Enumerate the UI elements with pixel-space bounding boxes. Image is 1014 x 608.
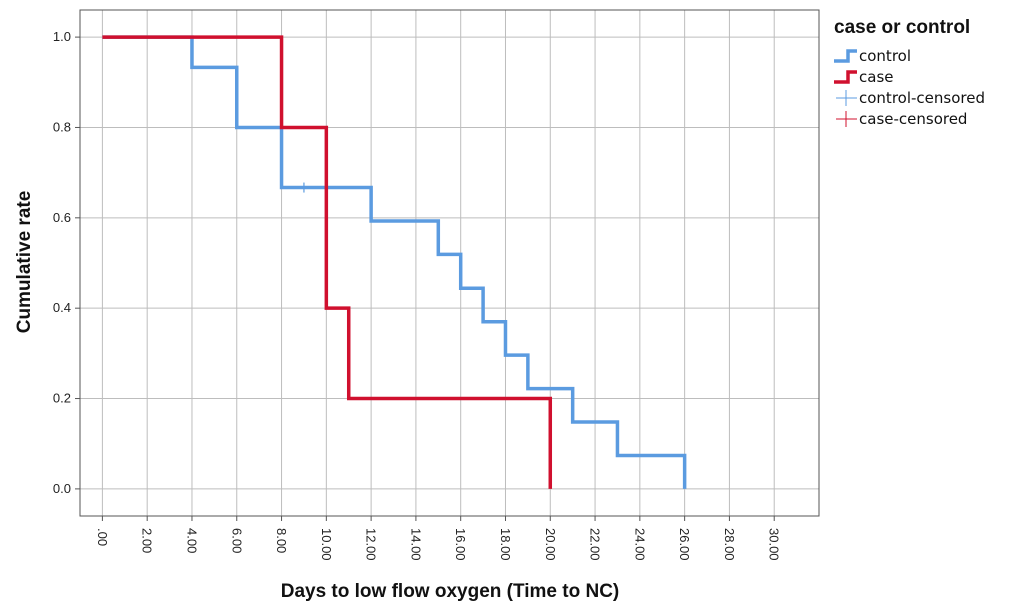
- legend-item-case-censored: case-censored: [836, 110, 967, 128]
- legend-label-case-censored: case-censored: [859, 110, 967, 128]
- series-lines: [102, 35, 687, 489]
- x-tick-label: 22.00: [588, 528, 603, 561]
- y-tick-label: 0.6: [53, 210, 71, 225]
- legend-marker-control-censored: [836, 90, 857, 106]
- gridlines: [80, 10, 819, 516]
- y-tick-label: 0.2: [53, 391, 71, 406]
- x-tick-label: 6.00: [229, 528, 244, 553]
- legend-item-control: control: [834, 47, 911, 65]
- x-axis-ticks: .00 2.00 4.00 6.00 8.00 10.00 12.00 14.00 16.00 1…: [95, 516, 782, 561]
- series-line-case: [102, 35, 553, 489]
- x-tick-label: 12.00: [364, 528, 379, 561]
- x-tick-label: 8.00: [274, 528, 289, 553]
- x-tick-label: 26.00: [677, 528, 692, 561]
- x-tick-label: 2.00: [140, 528, 155, 553]
- x-tick-label: .00: [95, 528, 110, 546]
- x-tick-label: 10.00: [319, 528, 334, 561]
- y-tick-label: 0.8: [53, 119, 71, 134]
- x-tick-label: 4.00: [184, 528, 199, 553]
- legend-item-control-censored: control-censored: [836, 89, 985, 107]
- x-tick-label: 16.00: [453, 528, 468, 561]
- x-tick-label: 18.00: [498, 528, 513, 561]
- y-tick-label: 0.4: [53, 300, 71, 315]
- legend-label-control-censored: control-censored: [859, 89, 985, 107]
- y-tick-label: 1.0: [53, 29, 71, 44]
- x-tick-label: 14.00: [408, 528, 423, 561]
- x-tick-label: 20.00: [543, 528, 558, 561]
- x-axis-title: Days to low flow oxygen (Time to NC): [281, 581, 620, 602]
- legend: case or control control case control-cen…: [834, 17, 985, 128]
- legend-swatch-case: [834, 70, 857, 84]
- y-axis-ticks: 0.0 0.2 0.4 0.6 0.8 1.0: [53, 29, 80, 496]
- plot-frame: [79, 9, 820, 517]
- series-line-control: [102, 35, 687, 489]
- x-tick-label: 28.00: [722, 528, 737, 561]
- legend-item-case: case: [834, 68, 893, 86]
- legend-label-case: case: [859, 68, 893, 86]
- legend-swatch-control: [834, 49, 857, 63]
- legend-title: case or control: [834, 17, 970, 38]
- legend-label-control: control: [859, 47, 911, 65]
- legend-marker-case-censored: [836, 111, 857, 127]
- x-tick-label: 30.00: [767, 528, 782, 561]
- y-axis-title: Cumulative rate: [14, 191, 35, 334]
- y-tick-label: 0.0: [53, 481, 71, 496]
- x-tick-label: 24.00: [632, 528, 647, 561]
